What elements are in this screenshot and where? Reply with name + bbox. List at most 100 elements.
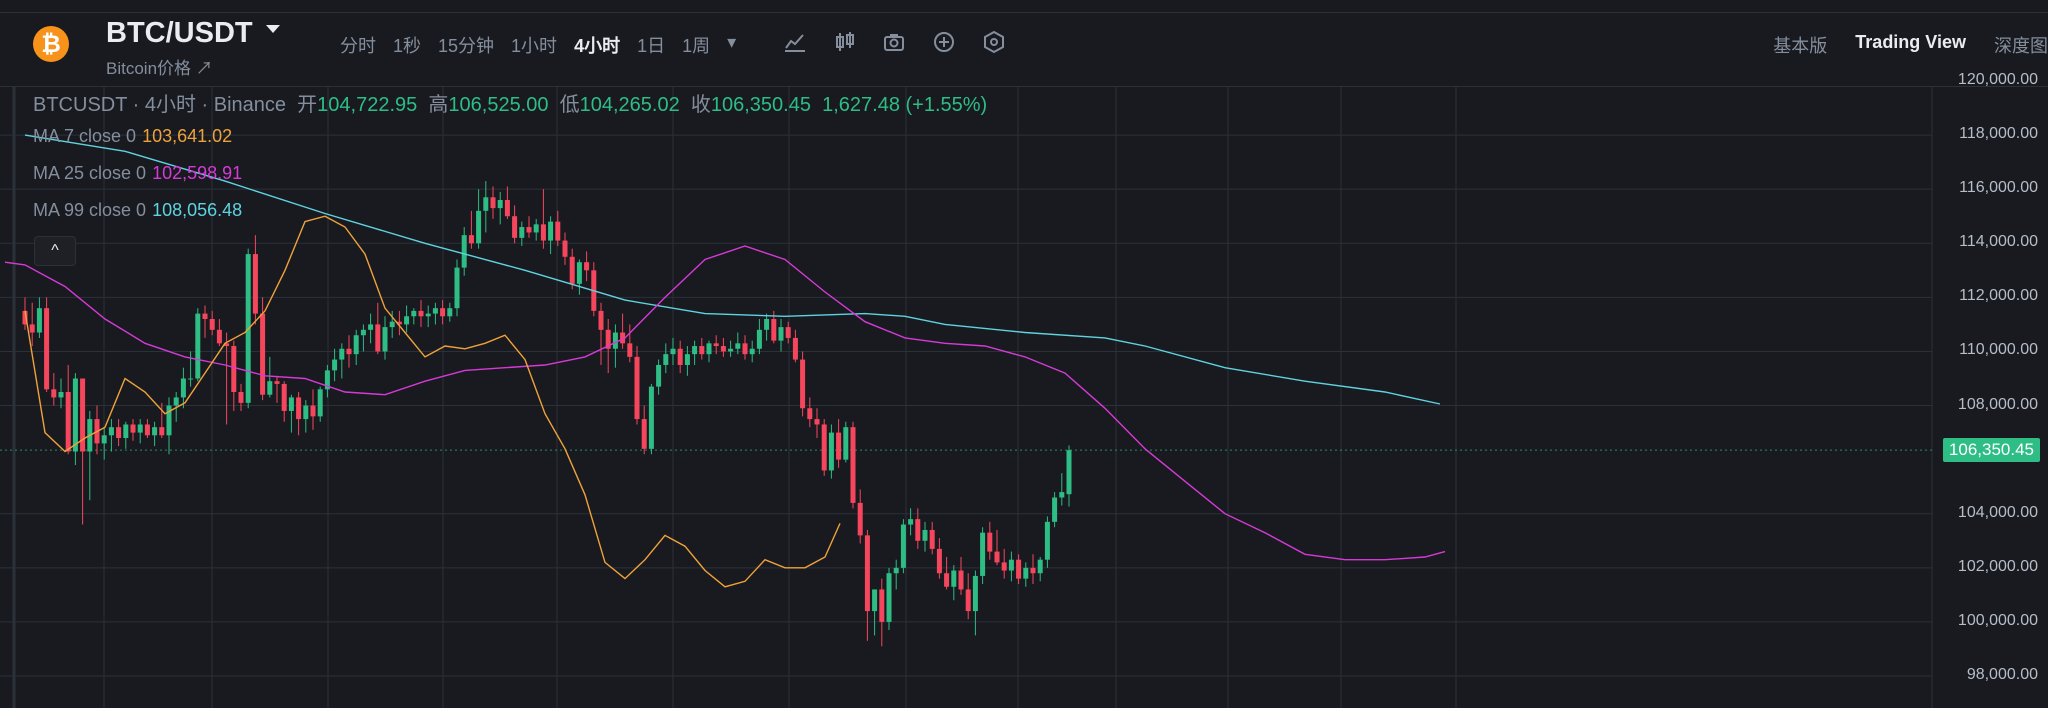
- candle-body: [231, 346, 237, 393]
- candle-body: [483, 197, 489, 211]
- view-tab-2[interactable]: 深度图: [1994, 36, 2048, 56]
- interval-tabs: 分时 1秒 15分钟 1小时 4小时 1日 1周 ▾: [340, 32, 753, 58]
- candle-body: [1008, 559, 1014, 571]
- candle-body: [965, 589, 971, 612]
- candle-body: [310, 405, 316, 417]
- candle-body: [274, 381, 280, 384]
- candle-body: [879, 589, 885, 622]
- candle-body: [987, 532, 993, 552]
- top-toolbar: ₿ BTC/USDT Bitcoin价格 ↗ 分时 1秒 15分钟 1小时 4小时 1日 1…: [0, 0, 2048, 87]
- candle-body: [872, 589, 878, 612]
- candle-body: [447, 308, 453, 317]
- candle-body: [612, 332, 618, 349]
- candle-type-icon[interactable]: [833, 30, 857, 54]
- candle-body: [670, 348, 676, 355]
- candle-body: [260, 313, 266, 395]
- candle-body: [137, 424, 143, 433]
- candle-body: [224, 343, 230, 347]
- top-divider: [0, 12, 2048, 13]
- interval-tab-3[interactable]: 1小时: [511, 36, 558, 56]
- candle-body: [749, 348, 755, 355]
- view-tab-1[interactable]: Trading View: [1855, 32, 1966, 52]
- settings-hex-icon[interactable]: [982, 30, 1006, 54]
- candle-body: [684, 354, 690, 365]
- candlestick-chart[interactable]: [0, 86, 2048, 708]
- candle-body: [432, 308, 438, 314]
- chart-area[interactable]: [0, 86, 2048, 708]
- high-value: 106,525.00: [448, 94, 549, 116]
- pair-selector[interactable]: BTC/USDT: [106, 17, 253, 49]
- bitcoin-icon: ₿: [33, 26, 69, 62]
- candle-body: [51, 389, 57, 398]
- ma7-legend[interactable]: MA 7 close 0 103,641.02: [33, 126, 232, 147]
- candle-body: [656, 364, 662, 387]
- candle-body: [893, 567, 899, 574]
- candle-body: [620, 332, 626, 344]
- interval-tab-4[interactable]: 4小时: [574, 36, 621, 56]
- interval-tab-6[interactable]: 1周: [682, 36, 711, 56]
- coin-price-link[interactable]: Bitcoin价格 ↗: [106, 59, 213, 78]
- candle-body: [267, 381, 273, 395]
- plus-circle-icon[interactable]: [932, 30, 956, 54]
- interval-tab-0[interactable]: 分时: [340, 36, 376, 56]
- candle-body: [476, 210, 482, 244]
- candle-body: [648, 386, 654, 449]
- candle-body: [1023, 567, 1029, 579]
- y-tick-label: 118,000.00: [1959, 125, 2038, 143]
- candle-body: [80, 378, 86, 452]
- last-price-tag: 106,350.45: [1942, 438, 2040, 463]
- symbol-label: BTCUSDT · 4小时 · Binance: [33, 94, 287, 116]
- indicator-icon[interactable]: [783, 30, 807, 54]
- candle-body: [1044, 521, 1050, 560]
- candle-body: [735, 343, 741, 349]
- candle-body: [288, 397, 294, 411]
- candle-body: [900, 524, 906, 568]
- candle-body: [123, 424, 129, 438]
- candle-body: [144, 424, 150, 436]
- interval-more-chevron-icon[interactable]: ▾: [727, 32, 737, 52]
- candle-body: [317, 389, 323, 417]
- candle-body: [778, 327, 784, 341]
- low-value: 104,265.02: [579, 94, 680, 116]
- interval-tab-5[interactable]: 1日: [637, 36, 666, 56]
- candle-body: [332, 359, 338, 371]
- candle-body: [440, 308, 446, 317]
- candle-body: [411, 310, 417, 317]
- ma7-label: MA 7 close 0: [33, 126, 137, 146]
- candle-body: [627, 343, 633, 357]
- candle-body: [785, 327, 791, 338]
- ohlc-legend: BTCUSDT · 4小时 · Binance 开104,722.95 高106…: [33, 88, 987, 117]
- candle-body: [382, 327, 388, 352]
- y-tick-label: 100,000.00: [1957, 611, 2038, 629]
- candle-body: [843, 427, 849, 460]
- y-tick-label: 116,000.00: [1959, 179, 2038, 197]
- interval-tab-1[interactable]: 1秒: [393, 36, 422, 56]
- y-tick-label: 102,000.00: [1957, 557, 2038, 575]
- candle-body: [886, 573, 892, 622]
- candle-body: [828, 432, 834, 471]
- collapse-legend-button[interactable]: ^: [34, 236, 76, 266]
- candle-body: [166, 405, 172, 436]
- candle-body: [634, 356, 640, 420]
- candle-body: [699, 346, 705, 355]
- candle-body: [36, 308, 42, 333]
- candle-body: [706, 343, 712, 355]
- candle-body: [713, 343, 719, 347]
- chevron-down-icon[interactable]: [266, 25, 280, 33]
- view-tab-0[interactable]: 基本版: [1773, 36, 1828, 56]
- ma99-legend[interactable]: MA 99 close 0 108,056.48: [33, 200, 242, 221]
- candle-body: [792, 337, 798, 360]
- interval-tab-2[interactable]: 15分钟: [438, 36, 495, 56]
- candle-body: [576, 262, 582, 284]
- candle-body: [742, 343, 748, 355]
- ma25-legend[interactable]: MA 25 close 0 102,598.91: [33, 163, 242, 184]
- candle-body: [504, 200, 510, 217]
- candle-body: [418, 310, 424, 317]
- candle-body: [468, 235, 474, 244]
- candle-body: [44, 308, 50, 390]
- candle-body: [922, 529, 928, 541]
- candle-body: [72, 378, 78, 452]
- ma25-label: MA 25 close 0: [33, 163, 147, 183]
- camera-icon[interactable]: [882, 30, 906, 54]
- candle-body: [303, 405, 309, 420]
